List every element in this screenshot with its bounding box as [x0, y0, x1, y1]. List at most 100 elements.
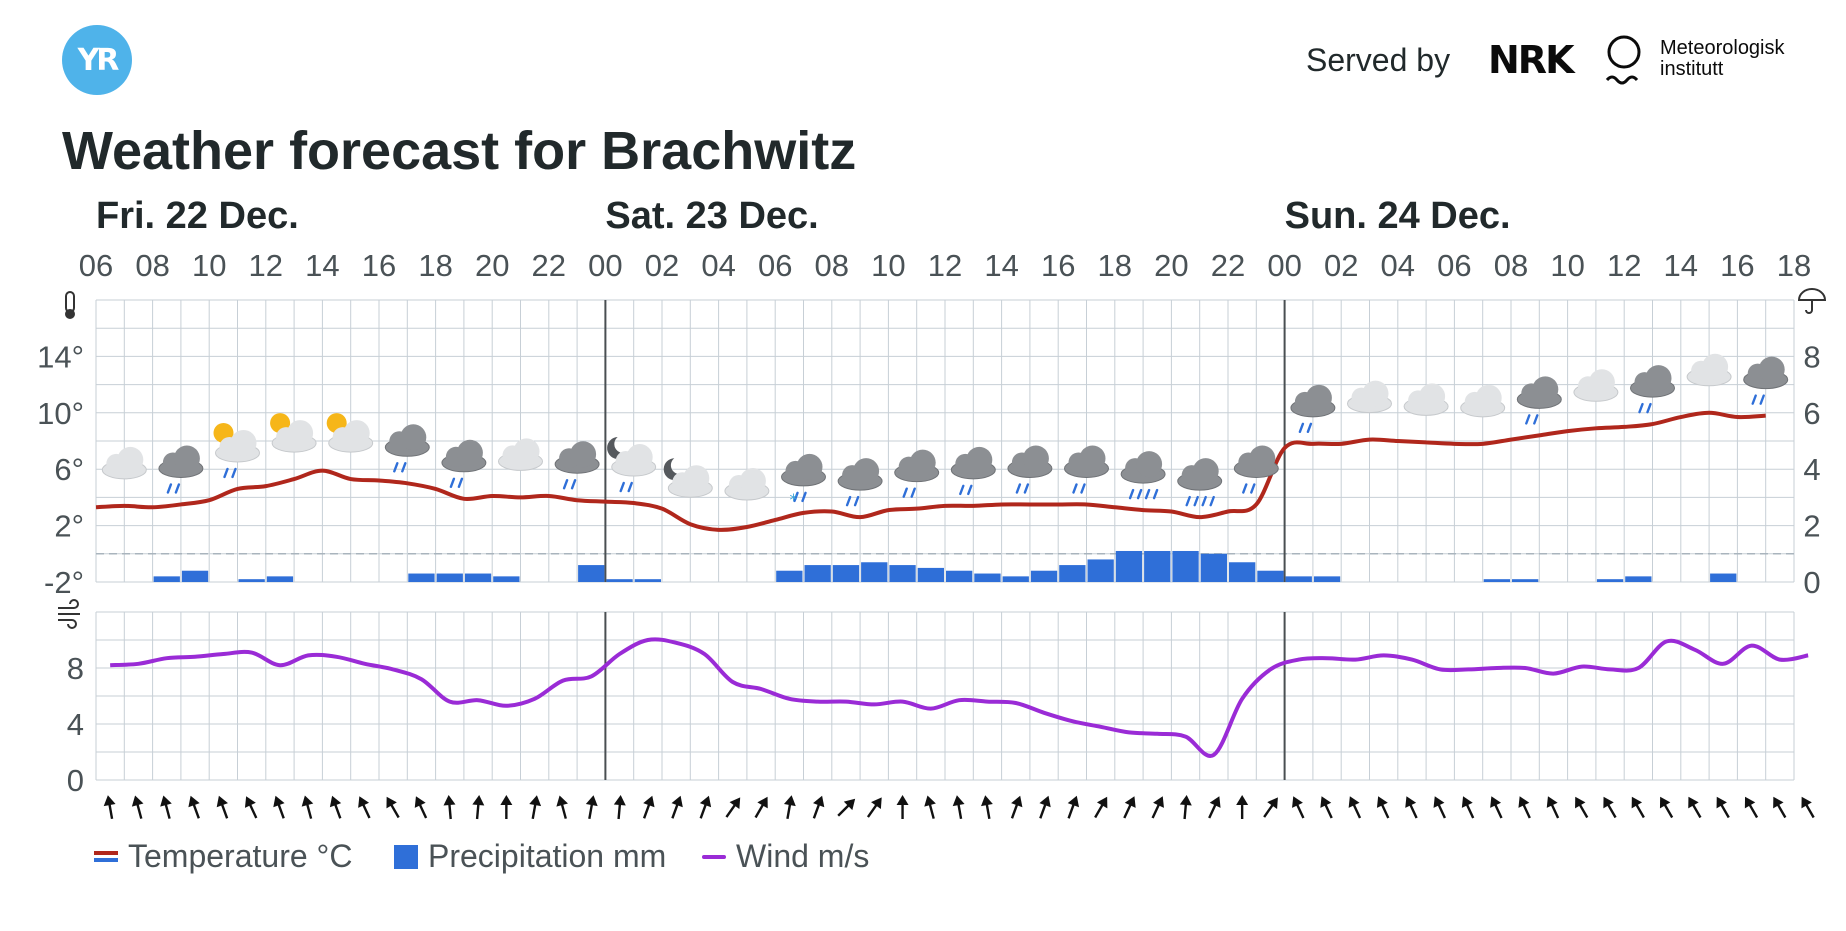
- cloud-puff: [1305, 384, 1332, 411]
- wind-arrow-icon: [1575, 796, 1589, 819]
- precip-tick-label: 4: [1803, 452, 1820, 487]
- nrk-logo[interactable]: NRK: [1488, 38, 1575, 82]
- wind-arrow-icon: [1603, 796, 1617, 819]
- arrow-head: [1716, 796, 1727, 809]
- met-line2: institutt: [1660, 58, 1724, 80]
- wind-arrow-icon: [386, 796, 400, 819]
- wind-arrow-icon: [414, 796, 428, 819]
- wind-arrow-icon: [866, 797, 882, 818]
- arrow-head: [301, 795, 314, 807]
- raindrop-icon: [853, 495, 860, 507]
- weather-symbol-cloudy: [1347, 380, 1392, 414]
- raindrop-icon: [401, 462, 407, 473]
- legend-wind: Wind m/s: [702, 838, 869, 875]
- wind-arrow-icon: [443, 795, 456, 820]
- hour-tick-label: 18: [1777, 248, 1811, 283]
- cloud-puff: [626, 444, 653, 471]
- arrow-head: [216, 795, 228, 808]
- hour-tick-label: 22: [1211, 248, 1245, 283]
- wind-arrow-icon: [1123, 796, 1136, 819]
- hour-tick-label: 02: [645, 248, 679, 283]
- hour-tick-label: 20: [1154, 248, 1188, 283]
- wind-arrow-icon: [1659, 796, 1674, 819]
- wind-arrow-icon: [301, 795, 314, 819]
- wind-tick-label: 4: [67, 707, 84, 742]
- weather-symbol-cloudy: [101, 446, 147, 480]
- hour-tick-label: 06: [1437, 248, 1471, 283]
- precip-bar: [889, 565, 916, 582]
- precip-bar: [1002, 576, 1029, 582]
- legend-precipitation: Precipitation mm: [394, 838, 666, 875]
- wind-arrow-icon: [1067, 795, 1080, 819]
- arrow-head: [1801, 796, 1812, 809]
- wind-arrow-icon: [472, 795, 485, 820]
- precip-bar: [1030, 570, 1058, 582]
- hour-tick-label: 00: [588, 248, 622, 283]
- raindrop-icon: [627, 481, 633, 493]
- raindrop-icon: [174, 483, 181, 494]
- logo-text: YR: [77, 42, 120, 78]
- arrow-head: [529, 795, 542, 807]
- raindrop-icon: [967, 484, 973, 496]
- wind-arrow-icon: [1433, 796, 1446, 819]
- day-separators: [604, 300, 1286, 780]
- wind-arrow-icon: [1744, 796, 1759, 819]
- precip-bar: [946, 570, 973, 582]
- precip-tick-label: 2: [1803, 509, 1820, 544]
- cloud-puff: [1588, 369, 1615, 396]
- precip-tick-label: 0: [1803, 565, 1820, 600]
- raindrop-icon: [801, 491, 807, 503]
- wind-arrow-icon: [1151, 796, 1164, 819]
- precip-bar: [1512, 579, 1539, 582]
- weather-symbol-rain: [384, 424, 430, 473]
- arrow-head: [1490, 796, 1502, 808]
- temperature-line: [95, 410, 1766, 532]
- wind-arrow-icon: [981, 795, 993, 820]
- legend-temperature: Temperature °C: [94, 838, 352, 875]
- wind-arrow-icon: [671, 795, 683, 819]
- wind-arrow-icon: [783, 795, 796, 820]
- cloud-puff: [400, 424, 427, 451]
- cloud-puff: [739, 468, 766, 495]
- met-institutt-logo[interactable]: Meteorologisk institutt: [1660, 38, 1785, 80]
- weather-symbol-cloudy: [724, 468, 770, 501]
- cloud-puff: [796, 453, 823, 480]
- arrow-head: [1011, 795, 1023, 808]
- hour-tick-label: 16: [1041, 248, 1075, 283]
- raindrop-icon: [1152, 488, 1159, 500]
- precip-bar: [1200, 553, 1227, 582]
- raindrop-icon: [457, 477, 464, 489]
- cloud-puff: [1645, 365, 1672, 392]
- cloud-icon: [1516, 376, 1562, 409]
- arrow-head: [386, 796, 397, 809]
- weather-symbol-rain: [1233, 445, 1279, 494]
- raindrop-icon: [231, 467, 237, 479]
- arrow-head: [1124, 796, 1136, 808]
- wind-arrow-icon: [924, 795, 936, 819]
- arrow-head: [1773, 796, 1784, 809]
- temp-tick-label: 10°: [37, 396, 84, 431]
- raindrop-icon: [166, 483, 173, 494]
- arrow-head: [1179, 795, 1192, 806]
- legend-precipitation-label: Precipitation mm: [428, 838, 667, 874]
- arrow-head: [1096, 796, 1108, 809]
- arrow-head: [1744, 796, 1756, 809]
- wind-arrow-icon: [725, 797, 741, 818]
- precip-bar: [1625, 576, 1652, 582]
- cloud-puff: [230, 429, 257, 456]
- day-label: Fri. 22 Dec.: [96, 195, 299, 237]
- wind-arrow-icon: [160, 795, 172, 819]
- arrow-head: [500, 795, 513, 805]
- umbrella-top: [1797, 288, 1827, 301]
- arrow-head: [1292, 796, 1303, 808]
- hour-tick-label: 04: [701, 248, 735, 283]
- arrow-head: [1153, 796, 1164, 808]
- precip-bar: [1087, 559, 1114, 582]
- hour-tick-label: 06: [758, 248, 792, 283]
- raindrop-icon: [1201, 495, 1207, 507]
- cloud-puff: [1758, 356, 1785, 383]
- cloud-puff: [456, 439, 483, 466]
- wind-arrow-icon: [1179, 795, 1192, 820]
- yr-logo[interactable]: YR: [62, 25, 132, 95]
- wind-arrow-icon: [1405, 796, 1418, 819]
